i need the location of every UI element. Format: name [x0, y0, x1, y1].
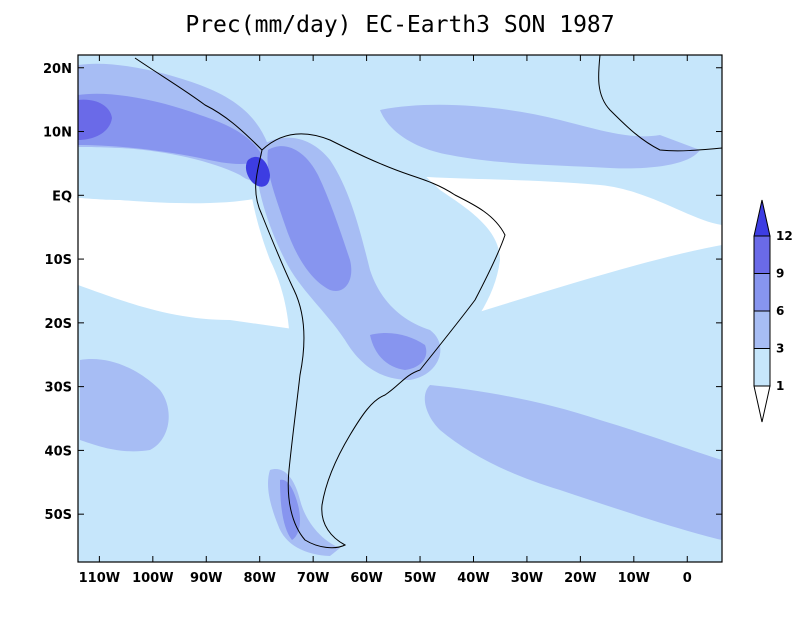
lon-tick-label: 50W	[404, 571, 436, 586]
colorbar-segment	[753, 235, 771, 274]
lon-tick-label: 90W	[190, 571, 222, 586]
coastline-africa	[598, 55, 722, 152]
plot-frame	[77, 54, 723, 563]
precip-south-atlantic	[424, 385, 722, 540]
lon-tick-label: 80W	[243, 571, 275, 586]
lat-tick-label: 20N	[43, 62, 72, 77]
precip-heavy-andes	[267, 146, 352, 291]
coastline-central-america	[134, 57, 263, 151]
colorbar-level-label: 12	[776, 229, 793, 243]
precip-core-colombia	[245, 156, 270, 187]
lat-tick-label: 30S	[45, 381, 72, 396]
precip-heavy-west	[78, 93, 262, 164]
lon-tick-label: 60W	[350, 571, 382, 586]
lon-tick-label: 70W	[297, 571, 329, 586]
lon-tick-label: 110W	[79, 571, 120, 586]
colorbar-segment	[753, 348, 771, 387]
colorbar: 1 3 6 9 12	[753, 199, 793, 423]
colorbar-max-arrow	[753, 199, 771, 237]
lat-tick-label: EQ	[52, 189, 72, 204]
lat-tick-label: 40S	[45, 444, 72, 459]
lon-tick-label: 0	[683, 571, 692, 586]
lon-tick-label: 40W	[457, 571, 489, 586]
colorbar-level-label: 1	[776, 379, 784, 393]
precip-band-north	[78, 55, 722, 225]
map-title: Prec(mm/day) EC-Earth3 SON 1987	[185, 12, 615, 38]
colorbar-level-label: 9	[776, 267, 784, 281]
precip-field	[78, 55, 722, 562]
colorbar-segment	[753, 310, 771, 349]
precip-heavy-chile	[280, 479, 300, 540]
precip-southeast-pacific	[80, 359, 169, 452]
colorbar-level-label: 3	[776, 342, 784, 356]
colorbar-segment	[753, 273, 771, 312]
lat-tick-label: 10N	[43, 126, 72, 141]
colorbar-min-arrow	[753, 385, 771, 423]
lon-tick-label: 20W	[564, 571, 596, 586]
precip-itcz-east	[380, 104, 700, 169]
longitude-axis: 110W 100W 90W 80W 70W 60W 50W 40W 30W 20W 10W 0	[79, 55, 692, 586]
precip-core-pacific	[78, 99, 112, 140]
coastline-south-america	[255, 133, 506, 549]
lon-tick-label: 100W	[132, 571, 173, 586]
lon-tick-label: 30W	[511, 571, 543, 586]
latitude-axis: 20N 10N EQ 10S 20S 30S 40S 50S	[43, 62, 722, 523]
lat-tick-label: 20S	[45, 317, 72, 332]
lat-tick-label: 50S	[45, 508, 72, 523]
lat-tick-label: 10S	[45, 253, 72, 268]
lon-tick-label: 10W	[618, 571, 650, 586]
colorbar-level-label: 6	[776, 304, 784, 318]
precip-heavy-southeast	[370, 333, 427, 370]
